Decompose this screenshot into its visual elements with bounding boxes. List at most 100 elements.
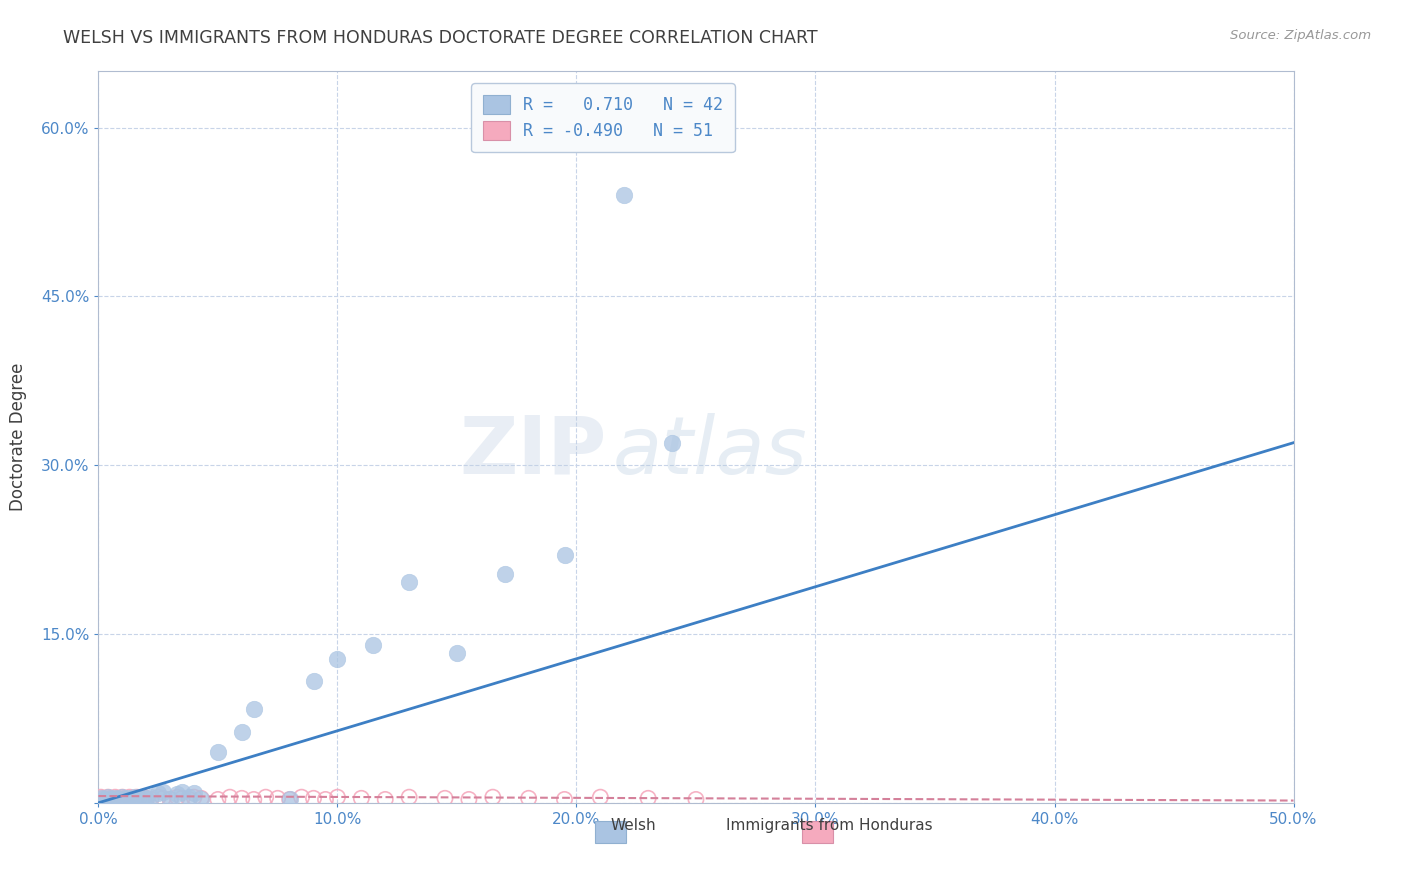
Point bbox=[131, 793, 153, 807]
Point bbox=[131, 792, 153, 806]
Point bbox=[166, 787, 188, 801]
Point bbox=[374, 792, 396, 806]
Point bbox=[166, 790, 188, 805]
Point bbox=[183, 786, 205, 800]
Point bbox=[398, 790, 420, 805]
Point bbox=[243, 792, 266, 806]
Point bbox=[613, 188, 636, 202]
Text: Immigrants from Honduras: Immigrants from Honduras bbox=[727, 818, 932, 832]
Point bbox=[207, 745, 229, 759]
Point bbox=[190, 792, 212, 806]
Point bbox=[124, 790, 146, 805]
Point bbox=[172, 791, 194, 805]
Point bbox=[494, 567, 516, 582]
Point bbox=[148, 790, 170, 805]
Point bbox=[139, 792, 162, 806]
Point bbox=[172, 784, 194, 798]
Point bbox=[121, 791, 143, 805]
Point bbox=[152, 791, 174, 805]
Point bbox=[104, 791, 127, 805]
Point bbox=[101, 792, 124, 806]
Point bbox=[135, 792, 157, 806]
Point bbox=[302, 674, 325, 689]
Point bbox=[97, 790, 120, 805]
Point bbox=[231, 791, 253, 805]
Point bbox=[159, 792, 181, 806]
Point bbox=[121, 792, 143, 806]
Point bbox=[267, 791, 290, 805]
Point bbox=[434, 791, 457, 805]
Legend: R =   0.710   N = 42, R = -0.490   N = 51: R = 0.710 N = 42, R = -0.490 N = 51 bbox=[471, 83, 734, 152]
Point bbox=[231, 725, 253, 739]
Text: atlas: atlas bbox=[613, 413, 807, 491]
Point bbox=[291, 790, 314, 805]
Point bbox=[90, 790, 112, 805]
Point bbox=[179, 792, 201, 806]
Point bbox=[107, 791, 129, 805]
Point bbox=[118, 793, 141, 807]
Point bbox=[91, 791, 114, 805]
Point bbox=[152, 784, 174, 798]
Point bbox=[183, 790, 205, 805]
Point bbox=[132, 791, 155, 805]
Point bbox=[132, 790, 155, 805]
Point bbox=[243, 702, 266, 716]
Point bbox=[124, 792, 146, 806]
Point bbox=[446, 646, 468, 660]
Point bbox=[554, 792, 576, 806]
Point bbox=[91, 792, 114, 806]
Point bbox=[458, 792, 481, 806]
Point bbox=[97, 790, 120, 805]
Point bbox=[108, 792, 131, 806]
Y-axis label: Doctorate Degree: Doctorate Degree bbox=[8, 363, 27, 511]
Point bbox=[111, 790, 134, 805]
Point bbox=[98, 791, 122, 805]
Point bbox=[554, 548, 576, 562]
Point bbox=[315, 792, 337, 806]
Point bbox=[111, 790, 134, 805]
Point bbox=[481, 790, 505, 805]
Point bbox=[190, 791, 212, 805]
Point bbox=[159, 792, 181, 806]
Point bbox=[115, 791, 138, 805]
Text: ZIP: ZIP bbox=[460, 413, 606, 491]
Point bbox=[108, 793, 131, 807]
Point bbox=[589, 790, 612, 805]
Point bbox=[128, 791, 150, 805]
Point bbox=[90, 791, 112, 805]
Point bbox=[98, 792, 122, 806]
Point bbox=[661, 435, 683, 450]
Point bbox=[118, 790, 141, 805]
Point bbox=[278, 792, 301, 806]
Text: Welsh: Welsh bbox=[610, 818, 657, 832]
Text: Source: ZipAtlas.com: Source: ZipAtlas.com bbox=[1230, 29, 1371, 42]
Point bbox=[115, 792, 138, 806]
Point bbox=[114, 792, 136, 806]
Point bbox=[685, 792, 707, 806]
Point bbox=[135, 791, 157, 805]
Point bbox=[94, 792, 117, 806]
Point bbox=[398, 575, 420, 590]
Point bbox=[326, 790, 349, 805]
Point bbox=[148, 786, 170, 800]
Point bbox=[104, 790, 127, 805]
Point bbox=[207, 792, 229, 806]
Point bbox=[139, 790, 162, 805]
Point bbox=[114, 791, 136, 805]
Point bbox=[179, 790, 201, 805]
Point bbox=[302, 791, 325, 805]
Point bbox=[107, 792, 129, 806]
Point bbox=[219, 790, 242, 805]
Text: WELSH VS IMMIGRANTS FROM HONDURAS DOCTORATE DEGREE CORRELATION CHART: WELSH VS IMMIGRANTS FROM HONDURAS DOCTOR… bbox=[63, 29, 818, 46]
Point bbox=[278, 792, 301, 806]
Point bbox=[637, 791, 659, 805]
Point bbox=[101, 793, 124, 807]
Point bbox=[517, 791, 540, 805]
Point bbox=[94, 793, 117, 807]
Point bbox=[125, 790, 148, 805]
Point bbox=[363, 638, 385, 652]
Point bbox=[125, 791, 148, 805]
Point bbox=[254, 790, 277, 805]
Point bbox=[326, 652, 349, 666]
Point bbox=[350, 791, 373, 805]
